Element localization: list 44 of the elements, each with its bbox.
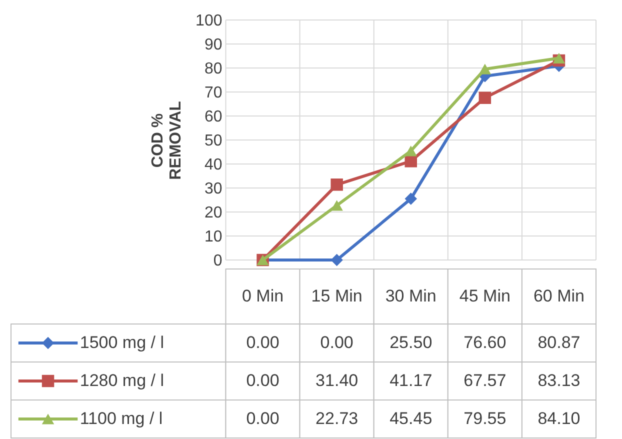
y-tick-label: 30: [204, 180, 222, 198]
data-label: 67.57: [464, 371, 506, 390]
data-label: 83.13: [538, 371, 580, 390]
y-tick-label: 10: [204, 228, 222, 246]
legend-label: 1280 mg / l: [80, 371, 164, 390]
x-tick-label: 30 Min: [385, 286, 436, 306]
data-label: 80.87: [538, 333, 580, 352]
data-label: 0.00: [246, 409, 280, 428]
y-tick-label: 80: [204, 60, 222, 78]
point: [330, 200, 343, 211]
y-tick-label: 0: [213, 252, 222, 270]
y-tick-label: 50: [204, 132, 222, 150]
data-label: 41.17: [390, 371, 432, 390]
x-tick-label: 60 Min: [533, 286, 584, 306]
data-label: 84.10: [538, 409, 580, 428]
data-label: 31.40: [316, 371, 358, 390]
point: [552, 52, 566, 64]
point: [404, 146, 417, 156]
point: [330, 254, 343, 266]
x-tick-label: 45 Min: [459, 286, 510, 306]
data-label: 79.55: [464, 409, 506, 428]
data-label: 45.45: [390, 409, 432, 428]
data-label: 0.00: [246, 371, 280, 390]
x-tick-label: 0 Min: [242, 286, 284, 306]
point: [478, 92, 492, 104]
data-label: 76.60: [464, 333, 506, 352]
y-tick-label: 100: [196, 12, 222, 30]
y-tick-label: 40: [204, 156, 222, 174]
y-tick-label: 60: [204, 108, 222, 126]
y-tick-label: 90: [204, 36, 222, 54]
y-tick-label: 70: [204, 84, 222, 102]
y-tick-label: 20: [204, 204, 222, 222]
data-label: 0.00: [246, 333, 280, 352]
y-axis-title: COD % REMOVAL: [150, 100, 185, 180]
data-label: 25.50: [390, 333, 432, 352]
x-tick-label: 15 Min: [311, 286, 362, 306]
point: [404, 192, 417, 205]
data-label: 22.73: [316, 409, 358, 428]
point: [478, 64, 492, 74]
legend-label: 1100 mg / l: [80, 409, 163, 428]
point: [404, 155, 417, 168]
point: [330, 178, 343, 191]
legend-label: 1500 mg / l: [80, 333, 164, 352]
data-label: 0.00: [320, 333, 354, 352]
